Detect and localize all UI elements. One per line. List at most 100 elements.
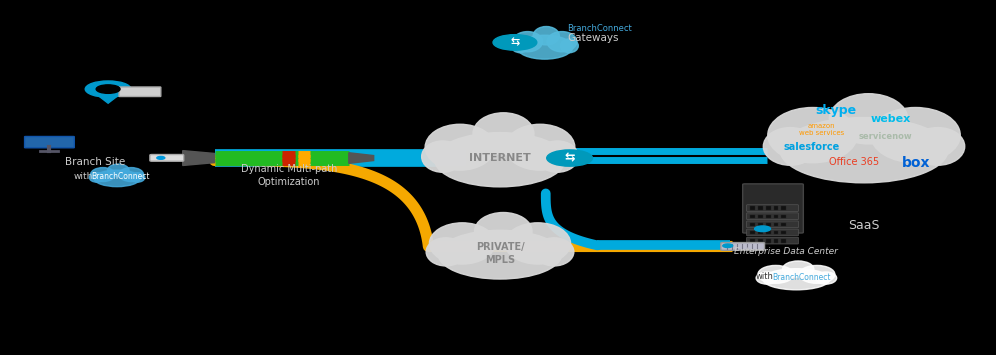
Ellipse shape <box>871 108 960 163</box>
Ellipse shape <box>511 39 529 53</box>
Circle shape <box>755 226 771 231</box>
Text: BranchConnect: BranchConnect <box>91 172 149 181</box>
Text: Office 365: Office 365 <box>829 157 879 166</box>
Ellipse shape <box>763 127 817 165</box>
Text: ⇆: ⇆ <box>565 152 575 165</box>
Ellipse shape <box>429 223 495 264</box>
Ellipse shape <box>90 173 105 182</box>
Ellipse shape <box>434 133 566 187</box>
Circle shape <box>723 244 733 247</box>
FancyBboxPatch shape <box>758 239 763 242</box>
Ellipse shape <box>505 223 571 264</box>
Ellipse shape <box>535 238 574 266</box>
FancyBboxPatch shape <box>766 239 771 242</box>
Text: amazon
web services: amazon web services <box>799 123 844 136</box>
FancyBboxPatch shape <box>750 231 755 234</box>
Polygon shape <box>349 153 374 163</box>
Ellipse shape <box>537 141 579 172</box>
Text: SaaS: SaaS <box>849 219 879 232</box>
FancyBboxPatch shape <box>766 207 771 210</box>
Text: BranchConnect: BranchConnect <box>772 273 831 282</box>
FancyBboxPatch shape <box>758 231 763 234</box>
Ellipse shape <box>513 32 543 52</box>
Ellipse shape <box>438 230 562 279</box>
Polygon shape <box>182 151 214 165</box>
Circle shape <box>156 157 164 159</box>
Ellipse shape <box>94 170 140 187</box>
Ellipse shape <box>474 213 532 250</box>
Ellipse shape <box>783 261 814 277</box>
FancyBboxPatch shape <box>747 205 799 212</box>
Text: box: box <box>901 156 930 170</box>
Text: salesforce: salesforce <box>783 142 840 152</box>
Ellipse shape <box>421 141 463 172</box>
Ellipse shape <box>911 127 965 165</box>
FancyBboxPatch shape <box>743 184 804 233</box>
FancyBboxPatch shape <box>747 237 799 244</box>
Circle shape <box>547 150 593 166</box>
Ellipse shape <box>799 266 835 283</box>
Ellipse shape <box>119 168 143 181</box>
FancyBboxPatch shape <box>750 215 755 218</box>
FancyBboxPatch shape <box>766 223 771 226</box>
FancyBboxPatch shape <box>747 213 799 220</box>
FancyBboxPatch shape <box>782 239 787 242</box>
FancyBboxPatch shape <box>25 136 75 148</box>
Ellipse shape <box>780 118 948 183</box>
FancyBboxPatch shape <box>782 207 787 210</box>
Ellipse shape <box>756 272 778 284</box>
FancyBboxPatch shape <box>774 223 779 226</box>
FancyBboxPatch shape <box>747 229 799 236</box>
Ellipse shape <box>505 124 575 170</box>
Ellipse shape <box>533 27 560 45</box>
Ellipse shape <box>473 113 534 154</box>
FancyBboxPatch shape <box>774 207 779 210</box>
Circle shape <box>493 35 537 50</box>
Text: webex: webex <box>871 114 911 124</box>
Text: Branch Site: Branch Site <box>65 157 125 166</box>
Ellipse shape <box>758 266 794 283</box>
Text: BranchConnect: BranchConnect <box>568 24 632 33</box>
FancyBboxPatch shape <box>782 223 787 226</box>
FancyBboxPatch shape <box>747 221 799 228</box>
Ellipse shape <box>830 94 907 144</box>
Ellipse shape <box>130 173 144 182</box>
Ellipse shape <box>108 164 129 177</box>
FancyBboxPatch shape <box>782 215 787 218</box>
FancyBboxPatch shape <box>758 207 763 210</box>
Text: Gateways: Gateways <box>568 33 620 43</box>
Ellipse shape <box>425 124 495 170</box>
FancyBboxPatch shape <box>149 154 183 161</box>
FancyBboxPatch shape <box>782 231 787 234</box>
Text: ⇆: ⇆ <box>510 37 520 48</box>
Ellipse shape <box>815 272 837 284</box>
Text: Enterprise Data Center: Enterprise Data Center <box>734 247 839 256</box>
FancyBboxPatch shape <box>750 223 755 226</box>
Text: PRIVATE/
MPLS: PRIVATE/ MPLS <box>476 242 524 265</box>
FancyBboxPatch shape <box>750 207 755 210</box>
Text: Dynamic Multi-path
Optimization: Dynamic Multi-path Optimization <box>241 164 338 187</box>
Text: with: with <box>74 171 93 181</box>
FancyBboxPatch shape <box>758 223 763 226</box>
FancyBboxPatch shape <box>774 215 779 218</box>
Text: with: with <box>756 272 774 282</box>
FancyBboxPatch shape <box>120 87 160 97</box>
FancyBboxPatch shape <box>721 242 765 250</box>
Ellipse shape <box>547 32 577 52</box>
Text: skype: skype <box>816 104 857 117</box>
FancyBboxPatch shape <box>766 215 771 218</box>
Circle shape <box>97 85 121 93</box>
Ellipse shape <box>561 39 579 53</box>
Circle shape <box>86 81 131 97</box>
Ellipse shape <box>426 238 465 266</box>
Ellipse shape <box>768 108 858 163</box>
Polygon shape <box>97 94 121 103</box>
Text: servicenow: servicenow <box>860 132 912 141</box>
Ellipse shape <box>517 35 573 59</box>
FancyBboxPatch shape <box>774 239 779 242</box>
Ellipse shape <box>91 168 116 181</box>
FancyBboxPatch shape <box>750 239 755 242</box>
FancyBboxPatch shape <box>766 231 771 234</box>
FancyBboxPatch shape <box>758 215 763 218</box>
FancyBboxPatch shape <box>774 231 779 234</box>
